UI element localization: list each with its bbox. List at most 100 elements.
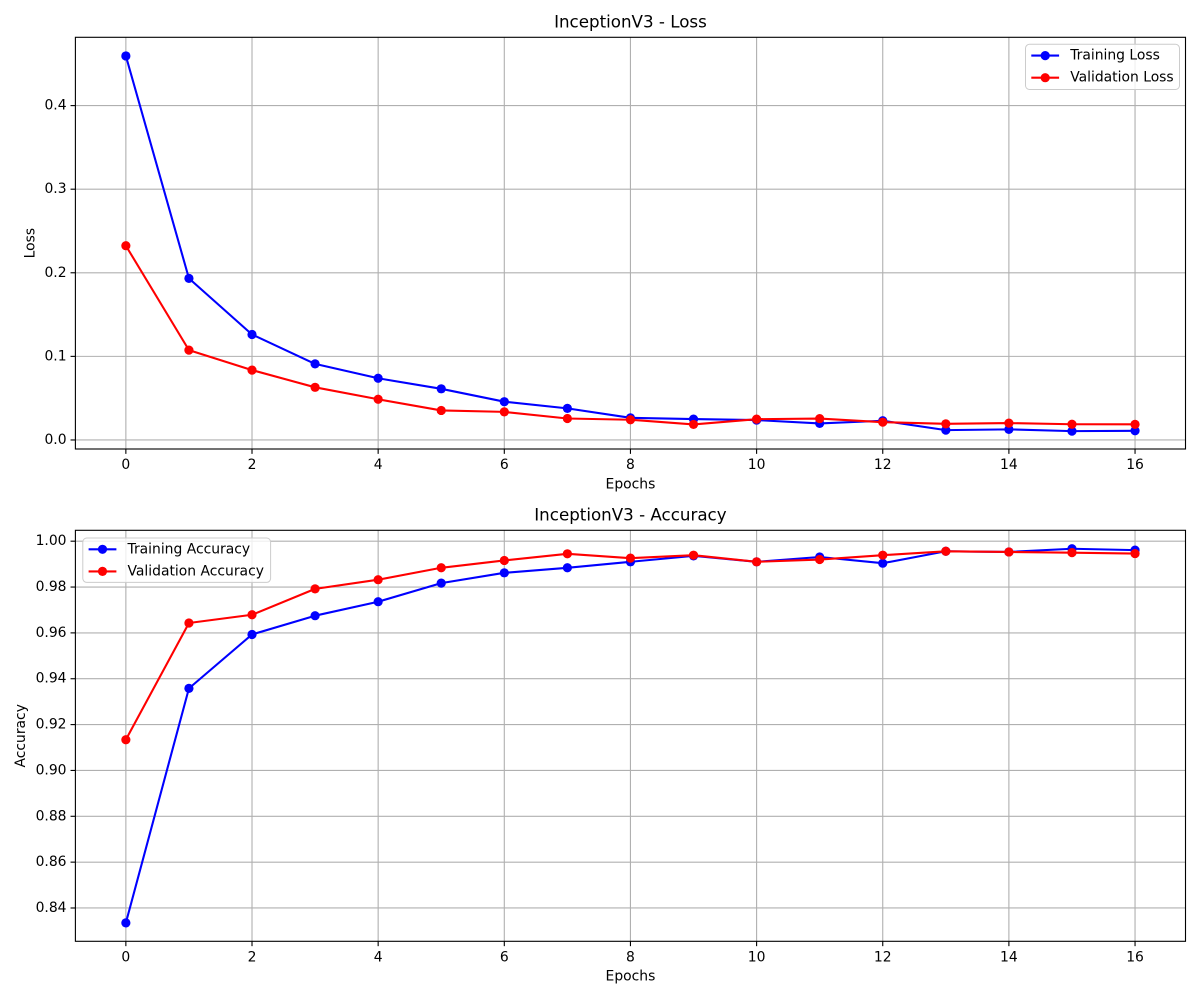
- loss-x-tick-label: 6: [500, 457, 509, 473]
- validation-accuracy-marker: [247, 610, 257, 620]
- loss-title: InceptionV3 - Loss: [554, 12, 707, 32]
- validation-loss-legend-label: Validation Loss: [1070, 70, 1173, 86]
- training-loss-marker: [562, 403, 572, 413]
- training-loss-marker: [310, 359, 320, 369]
- loss-grid: [75, 37, 1186, 449]
- training-accuracy-marker: [121, 918, 131, 928]
- training-loss-marker: [121, 51, 131, 61]
- loss-ylabel: Loss: [22, 228, 38, 258]
- accuracy-x-tick-label: 14: [1000, 949, 1018, 965]
- accuracy-title: InceptionV3 - Accuracy: [534, 505, 726, 525]
- validation-accuracy-marker: [1067, 548, 1077, 558]
- training-accuracy-marker: [310, 611, 320, 621]
- training-accuracy-marker: [878, 558, 888, 568]
- loss-x-tick-label: 4: [374, 457, 383, 473]
- loss-x-tick-label: 14: [1000, 457, 1018, 473]
- training-accuracy-legend-marker: [97, 544, 108, 554]
- accuracy-x-tick-label: 6: [500, 949, 509, 965]
- loss-x-tick-label: 12: [874, 457, 892, 473]
- validation-loss-marker: [625, 415, 636, 425]
- accuracy-y-tick-label: 0.88: [36, 808, 67, 824]
- training-accuracy-marker: [562, 563, 572, 573]
- validation-loss-marker: [1067, 419, 1077, 429]
- accuracy-tick-labels: 0 2 4 6 8 10 12 14 16 0.84 0.86 0.88 0.90 0.92 0.94 0.9…: [36, 533, 1144, 965]
- validation-accuracy-marker: [373, 575, 383, 585]
- training-loss-legend-marker: [1040, 51, 1050, 61]
- training-accuracy-marker: [436, 578, 446, 588]
- loss-legend-box: [1025, 43, 1180, 90]
- training-accuracy-marker: [499, 568, 509, 578]
- accuracy-y-tick-label: 0.96: [36, 625, 67, 641]
- accuracy-axes: 0 2 4 6 8 10 12 14 16 0.84 0.86 0.88 0.90 0.92 0.94 0.9…: [13, 505, 1187, 985]
- validation-loss-marker: [878, 417, 888, 427]
- accuracy-x-tick-label: 4: [374, 949, 383, 965]
- validation-accuracy-marker: [878, 550, 888, 560]
- loss-tick-labels: 0 2 4 6 8 10 12 14 16 0.0 0.1 0.2 0.3 0.4: [44, 98, 1143, 473]
- training-accuracy-marker: [184, 683, 194, 693]
- accuracy-x-tick-label: 2: [248, 949, 257, 965]
- loss-x-tick-label: 16: [1126, 457, 1144, 473]
- validation-accuracy-marker: [688, 550, 699, 560]
- accuracy-y-tick-label: 0.90: [36, 762, 67, 778]
- validation-accuracy-marker: [815, 554, 825, 565]
- loss-x-tick-label: 10: [748, 457, 766, 473]
- loss-series: [121, 51, 1140, 436]
- validation-loss-marker: [310, 382, 320, 392]
- training-loss-marker: [1067, 426, 1077, 436]
- loss-xlabel: Epochs: [606, 476, 656, 492]
- loss-y-tick-label: 0.1: [44, 348, 66, 364]
- validation-loss-marker: [562, 413, 572, 424]
- training-loss-marker: [247, 329, 257, 340]
- validation-accuracy-marker: [562, 549, 572, 559]
- training-loss-marker: [436, 384, 446, 394]
- accuracy-y-tick-label: 0.84: [36, 900, 67, 916]
- accuracy-xlabel: Epochs: [606, 969, 656, 985]
- accuracy-x-tick-label: 16: [1126, 949, 1144, 965]
- accuracy-x-tick-label: 10: [748, 949, 766, 965]
- validation-loss-marker: [941, 419, 951, 429]
- validation-accuracy-marker: [310, 584, 320, 594]
- accuracy-x-tick-label: 8: [626, 949, 635, 965]
- accuracy-x-tick-label: 12: [874, 949, 892, 965]
- accuracy-legend-box: [82, 537, 272, 583]
- training-accuracy-marker: [247, 629, 257, 640]
- training-loss-marker: [184, 273, 194, 283]
- validation-accuracy-marker: [625, 553, 636, 563]
- validation-accuracy-marker: [1130, 548, 1140, 559]
- training-loss-marker: [499, 397, 509, 407]
- loss-x-tick-label: 0: [121, 457, 130, 473]
- accuracy-ticks: [70, 540, 1136, 947]
- accuracy-legend: Training Accuracy Validation Accuracy: [82, 537, 272, 583]
- validation-loss-marker: [1130, 419, 1140, 429]
- validation-loss-marker: [499, 407, 509, 417]
- validation-loss-marker: [373, 394, 383, 404]
- accuracy-y-tick-label: 1.00: [36, 533, 67, 549]
- validation-loss-marker: [752, 414, 762, 424]
- training-accuracy-legend-label: Training Accuracy: [127, 541, 251, 557]
- validation-loss-legend-marker: [1040, 73, 1050, 83]
- loss-axes: 0 2 4 6 8 10 12 14 16 0.0 0.1 0.2 0.3 0.4 InceptionV3…: [22, 12, 1187, 492]
- accuracy-y-tick-label: 0.94: [36, 671, 67, 687]
- loss-y-tick-label: 0.4: [44, 98, 66, 114]
- validation-accuracy-marker: [941, 546, 951, 556]
- accuracy-series: [121, 544, 1140, 928]
- validation-loss-marker: [121, 241, 131, 251]
- validation-loss-marker: [184, 345, 194, 355]
- loss-y-tick-label: 0.0: [44, 432, 66, 448]
- loss-x-tick-label: 8: [626, 457, 635, 473]
- validation-loss-marker: [247, 365, 257, 375]
- validation-loss-marker: [688, 419, 699, 430]
- loss-legend: Training Loss Validation Loss: [1025, 43, 1180, 90]
- validation-accuracy-legend-label: Validation Accuracy: [128, 563, 264, 579]
- validation-accuracy-marker: [499, 555, 509, 566]
- loss-y-tick-label: 0.2: [44, 265, 66, 281]
- validation-accuracy-marker: [436, 563, 446, 573]
- training-loss-legend-label: Training Loss: [1069, 48, 1160, 64]
- validation-accuracy-marker: [184, 618, 194, 628]
- accuracy-y-tick-label: 0.86: [36, 854, 67, 870]
- validation-accuracy-legend-marker: [97, 566, 108, 577]
- validation-accuracy-marker: [121, 735, 131, 745]
